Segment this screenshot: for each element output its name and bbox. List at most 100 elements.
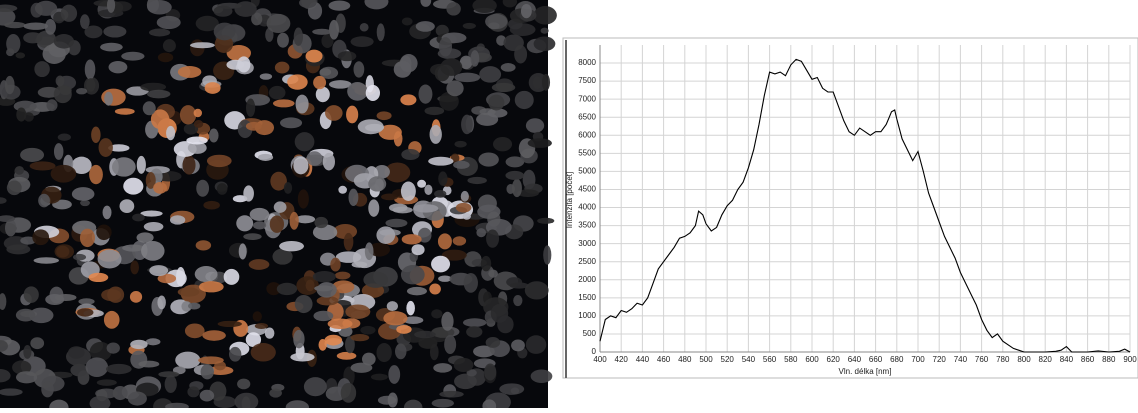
sand-grain — [269, 388, 282, 398]
sand-grain — [503, 34, 524, 51]
sand-grain — [23, 344, 32, 359]
sand-grain — [429, 343, 439, 361]
sand-grain — [477, 204, 501, 219]
sand-grain — [313, 75, 327, 90]
sand-grain — [95, 388, 118, 399]
sand-grain — [23, 32, 43, 44]
sand-grain — [157, 295, 166, 310]
x-tick-label: 560 — [763, 355, 777, 364]
sand-grain — [478, 152, 499, 167]
sand-grain — [238, 243, 247, 260]
sand-grain — [55, 75, 65, 87]
sand-grain — [347, 81, 368, 101]
sand-grain — [329, 19, 339, 40]
sand-grain — [248, 259, 270, 270]
x-tick-label: 480 — [678, 355, 692, 364]
sand-grain — [53, 34, 75, 49]
sand-grain — [112, 386, 128, 401]
sand-grain — [145, 338, 161, 346]
sand-grain — [525, 335, 547, 354]
sand-grain — [127, 391, 147, 406]
sand-grain — [34, 61, 50, 78]
sand-grain — [293, 27, 304, 46]
sand-grain — [273, 201, 287, 213]
sand-grain — [53, 85, 72, 104]
sand-grain — [376, 226, 396, 244]
sand-grain — [213, 22, 236, 41]
sand-grain — [383, 311, 408, 326]
sand-grain — [71, 156, 92, 175]
sand-grain — [157, 52, 174, 63]
sand-grain — [431, 255, 451, 273]
sand-grain — [486, 229, 500, 248]
sand-grain — [524, 281, 549, 300]
sand-grain — [428, 156, 454, 166]
sand-grain — [252, 311, 262, 322]
sand-grain — [388, 203, 408, 213]
y-tick-label: 0 — [592, 347, 597, 356]
y-tick-label: 8000 — [578, 58, 596, 67]
sand-grain — [15, 52, 26, 59]
sand-grain — [15, 371, 38, 384]
sand-grain — [114, 108, 135, 115]
sand-grain — [60, 4, 78, 22]
sand-grain — [14, 165, 25, 175]
sand-grain — [270, 171, 287, 191]
y-tick-label: 7500 — [578, 76, 596, 85]
sand-grain — [316, 296, 339, 306]
sand-grain — [287, 74, 308, 90]
sand-grain — [289, 211, 299, 230]
sand-grain — [226, 59, 245, 70]
sand-grain — [0, 215, 16, 222]
sand-grain — [89, 164, 103, 185]
sand-grain — [142, 101, 156, 116]
sand-grain — [293, 329, 305, 349]
sand-grain — [88, 272, 109, 283]
sand-grain — [312, 28, 332, 35]
sand-grain — [527, 138, 552, 148]
sand-grain — [525, 118, 545, 133]
sand-grain — [153, 182, 168, 194]
sand-grain — [148, 28, 171, 37]
sand-grain — [438, 171, 448, 186]
sand-grain — [15, 308, 36, 322]
sand-grain — [193, 120, 204, 128]
sand-grain — [459, 55, 473, 70]
sand-grain — [461, 114, 473, 135]
sand-grain — [86, 78, 96, 92]
sand-grain — [102, 205, 112, 220]
sand-grain — [316, 282, 337, 298]
sand-grain — [29, 307, 54, 324]
sand-grain — [437, 233, 452, 250]
sand-grain — [479, 66, 502, 83]
x-tick-label: 640 — [848, 355, 862, 364]
sand-grain — [280, 117, 303, 129]
sand-grain — [453, 357, 474, 372]
sand-grain — [505, 156, 525, 168]
sand-grain — [368, 199, 380, 217]
sand-grain — [208, 128, 219, 143]
sand-grain — [312, 271, 336, 283]
sand-grain — [251, 12, 263, 26]
sand-grain — [196, 179, 210, 197]
sand-grain — [245, 121, 262, 131]
sand-grain — [540, 27, 549, 34]
sand-grain — [146, 89, 171, 99]
sand-grain — [268, 85, 286, 100]
sand-grain — [42, 44, 66, 64]
sand-grain — [360, 325, 376, 335]
sand-grain — [272, 248, 293, 265]
sand-grain — [368, 176, 387, 192]
sand-grain — [103, 310, 120, 329]
sand-grain — [363, 271, 389, 288]
sand-grain — [467, 176, 487, 185]
sand-grain — [470, 50, 480, 67]
sand-grain — [73, 253, 87, 261]
sand-grain — [41, 381, 54, 398]
sand-grain — [376, 342, 392, 363]
sand-grain — [68, 346, 85, 359]
sand-grain — [400, 94, 417, 106]
sand-grain — [266, 282, 281, 296]
sand-grain — [490, 304, 509, 323]
sand-grain — [463, 318, 487, 327]
